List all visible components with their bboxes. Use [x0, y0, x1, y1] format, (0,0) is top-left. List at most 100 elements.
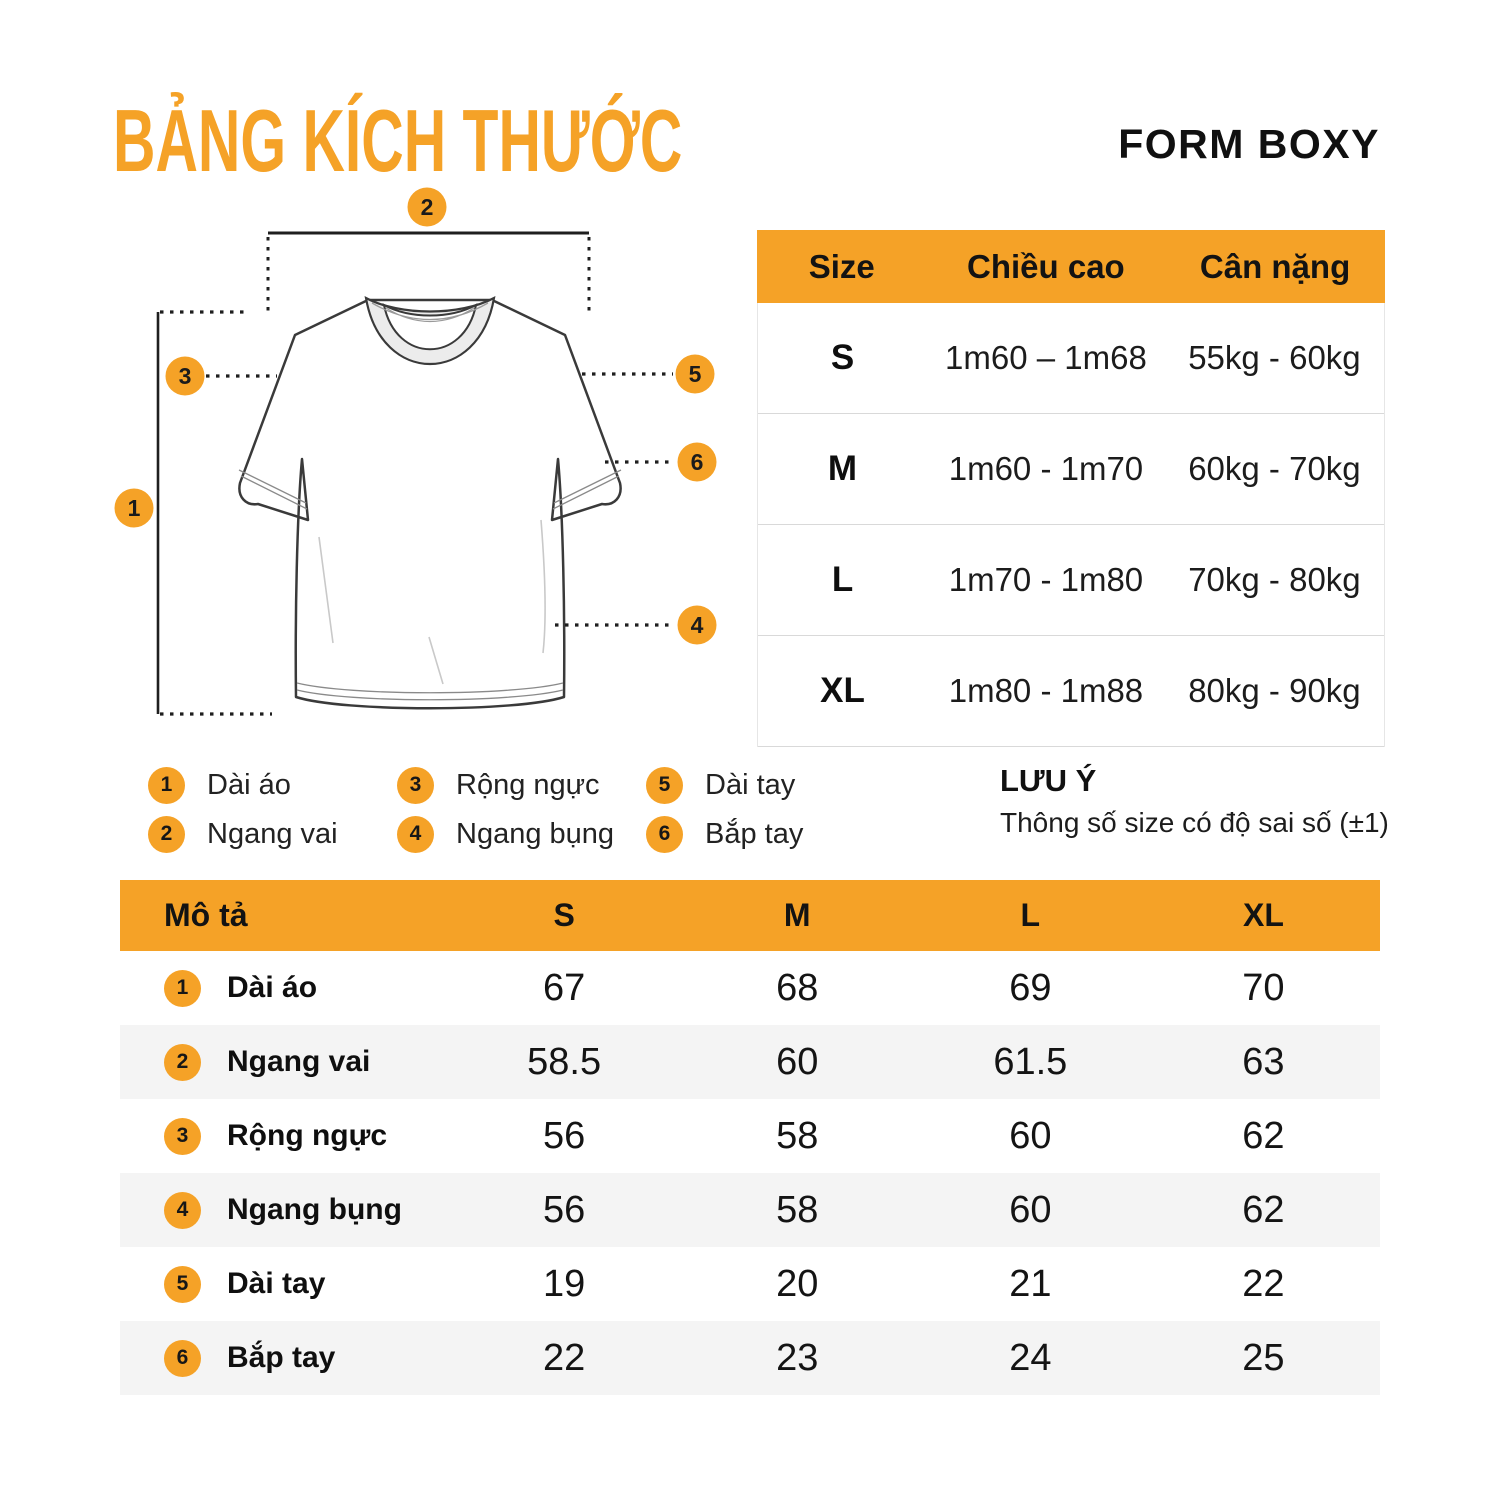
size-table-header-height: Chiều cao	[967, 247, 1125, 285]
legend-badge-4: 4	[397, 815, 434, 853]
measure-name: Dài áo	[227, 971, 318, 1004]
value-m: 23	[776, 1336, 819, 1379]
measure-label: 2 Ngang vai	[120, 1043, 448, 1081]
value-l: 60	[1009, 1188, 1052, 1231]
measure-name: Bắp tay	[227, 1341, 336, 1374]
marker-6-circle	[677, 442, 717, 482]
size-recommendation-table: Size Chiều cao Cân nặng S 1m60 – 1m68 55…	[757, 230, 1385, 747]
legend-item-3: 3 Rộng ngực	[397, 766, 614, 804]
marker-4-circle	[677, 605, 717, 645]
table-row: 4 Ngang bụng 56 58 60 62	[120, 1173, 1380, 1247]
marker-5-number: 5	[689, 361, 702, 387]
legend-label: Ngang bụng	[456, 817, 615, 850]
value-m: 58	[776, 1188, 819, 1231]
legend-item-4: 4 Ngang bụng	[397, 815, 614, 853]
size-table-header: Size Chiều cao Cân nặng	[757, 230, 1385, 303]
tshirt-creases	[318, 519, 546, 685]
value-l: 21	[1009, 1262, 1052, 1305]
measure-name: Ngang bụng	[227, 1193, 402, 1226]
value-xl: 62	[1242, 1114, 1285, 1157]
diagram-markers: 1 2 3 4 5 6	[114, 187, 717, 645]
legend-badge-1: 1	[148, 766, 185, 804]
value-xl: 63	[1242, 1040, 1285, 1083]
row-badge: 2	[164, 1043, 201, 1081]
measure-label: 4 Ngang bụng	[120, 1191, 448, 1229]
value-s: 56	[543, 1188, 586, 1231]
height-cell: 1m80 - 1m88	[948, 672, 1144, 709]
row-badge: 6	[164, 1339, 201, 1377]
value-l: 24	[1009, 1336, 1052, 1379]
legend-label: Dài áo	[207, 768, 291, 801]
legend-column-2: 3 Rộng ngực 4 Ngang bụng	[397, 766, 614, 853]
measure-label: 1 Dài áo	[120, 969, 448, 1007]
weight-cell: 80kg - 90kg	[1188, 672, 1361, 709]
table-row: 6 Bắp tay 22 23 24 25	[120, 1321, 1380, 1395]
value-s: 67	[543, 966, 586, 1009]
legend-column-3: 5 Dài tay 6 Bắp tay	[646, 766, 803, 853]
table-row: S 1m60 – 1m68 55kg - 60kg	[758, 303, 1384, 414]
value-l: 60	[1009, 1114, 1052, 1157]
form-style-label: FORM BOXY	[1118, 121, 1380, 167]
marker-2-circle	[407, 187, 447, 227]
marker-2-number: 2	[421, 194, 434, 220]
value-l: 61.5	[993, 1040, 1068, 1083]
measure-label: 5 Dài tay	[120, 1265, 448, 1303]
height-cell: 1m60 - 1m70	[948, 450, 1144, 487]
measure-header-desc: Mô tả	[164, 897, 248, 933]
legend-item-5: 5 Dài tay	[646, 766, 803, 804]
height-cell: 1m70 - 1m80	[948, 561, 1144, 598]
size-cell: M	[827, 449, 858, 488]
size-cell: S	[830, 338, 855, 377]
value-s: 19	[543, 1262, 586, 1305]
height-cell: 1m60 – 1m68	[945, 339, 1147, 376]
table-row: XL 1m80 - 1m88 80kg - 90kg	[758, 636, 1384, 747]
weight-cell: 60kg - 70kg	[1188, 450, 1361, 487]
legend-label: Ngang vai	[207, 817, 338, 850]
legend-item-2: 2 Ngang vai	[148, 815, 338, 853]
marker-4-number: 4	[691, 612, 704, 638]
tshirt-outline	[238, 298, 622, 710]
legend-badge-2: 2	[148, 815, 185, 853]
tshirt-hem-seams	[296, 682, 564, 701]
size-table-header-size: Size	[808, 247, 875, 285]
legend-item-6: 6 Bắp tay	[646, 815, 803, 853]
row-badge: 1	[164, 969, 201, 1007]
note-text: Thông số size có độ sai số (±1)	[1000, 807, 1389, 838]
table-row: 1 Dài áo 67 68 69 70	[120, 951, 1380, 1025]
row-badge: 4	[164, 1191, 201, 1229]
size-table-header-weight: Cân nặng	[1199, 247, 1351, 285]
measure-label: 6 Bắp tay	[120, 1339, 448, 1377]
weight-cell: 55kg - 60kg	[1188, 339, 1361, 376]
measure-header-l: L	[1020, 897, 1041, 933]
measure-label: 3 Rộng ngực	[120, 1117, 448, 1155]
value-s: 58.5	[527, 1040, 602, 1083]
legend-badge-5: 5	[646, 766, 683, 804]
value-m: 68	[776, 966, 819, 1009]
weight-cell: 70kg - 80kg	[1188, 561, 1361, 598]
value-xl: 70	[1242, 966, 1285, 1009]
value-xl: 62	[1242, 1188, 1285, 1231]
value-s: 22	[543, 1336, 586, 1379]
size-table-body: S 1m60 – 1m68 55kg - 60kg M 1m60 - 1m70 …	[757, 303, 1385, 747]
marker-3-circle	[165, 356, 205, 396]
measure-header-m: M	[783, 897, 811, 933]
measure-header-xl: XL	[1242, 897, 1284, 933]
value-xl: 25	[1242, 1336, 1285, 1379]
note-block: LƯU Ý Thông số size có độ sai số (±1)	[1000, 763, 1389, 839]
marker-3-number: 3	[179, 363, 192, 389]
table-row: 2 Ngang vai 58.5 60 61.5 63	[120, 1025, 1380, 1099]
legend-label: Rộng ngực	[456, 768, 600, 801]
measure-name: Ngang vai	[227, 1045, 371, 1078]
value-s: 56	[543, 1114, 586, 1157]
table-row: 3 Rộng ngực 56 58 60 62	[120, 1099, 1380, 1173]
measurement-table: Mô tả S M L XL 1 Dài áo 67 68 69 70 2 Ng…	[120, 880, 1380, 1395]
page-title: BẢNG KÍCH THƯỚC	[113, 91, 683, 190]
size-cell: XL	[820, 671, 865, 710]
note-title: LƯU Ý	[1000, 763, 1097, 798]
table-row: L 1m70 - 1m80 70kg - 80kg	[758, 525, 1384, 636]
value-m: 20	[776, 1262, 819, 1305]
tshirt-backneck-seams	[371, 302, 489, 323]
measurement-lines	[156, 231, 674, 716]
value-m: 60	[776, 1040, 819, 1083]
